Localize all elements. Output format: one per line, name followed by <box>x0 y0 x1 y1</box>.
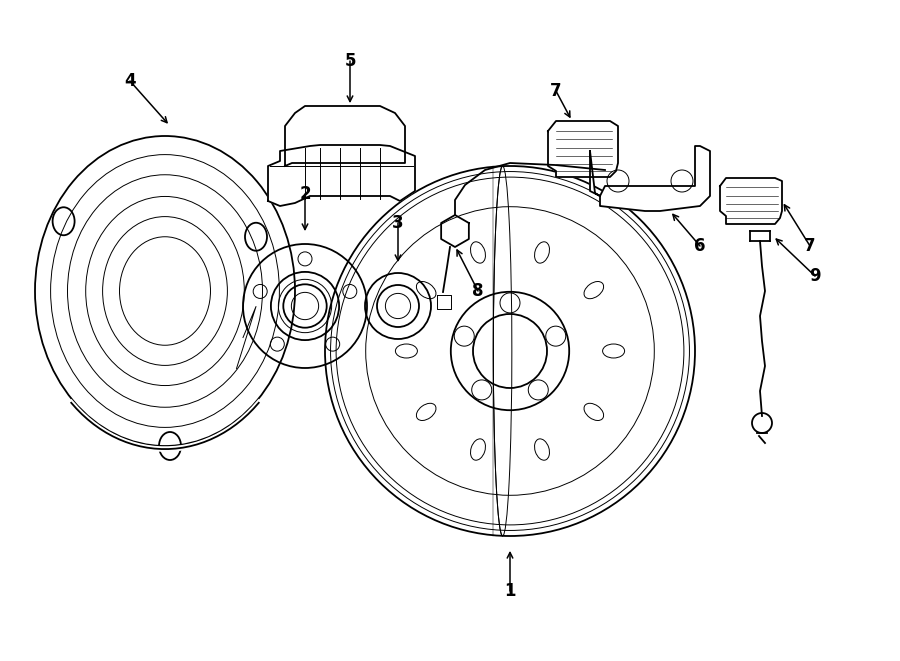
Polygon shape <box>548 121 618 177</box>
Polygon shape <box>590 146 710 211</box>
Text: 2: 2 <box>299 185 310 203</box>
Text: 7: 7 <box>805 237 815 255</box>
Text: 8: 8 <box>472 282 484 300</box>
Polygon shape <box>720 178 782 224</box>
Polygon shape <box>285 106 405 166</box>
Text: 6: 6 <box>694 237 706 255</box>
Polygon shape <box>268 145 415 206</box>
Text: 5: 5 <box>344 52 356 70</box>
Text: 1: 1 <box>504 582 516 600</box>
Text: 7: 7 <box>550 82 562 100</box>
Text: 4: 4 <box>124 72 136 90</box>
Text: 9: 9 <box>809 267 821 285</box>
Text: 3: 3 <box>392 214 404 232</box>
